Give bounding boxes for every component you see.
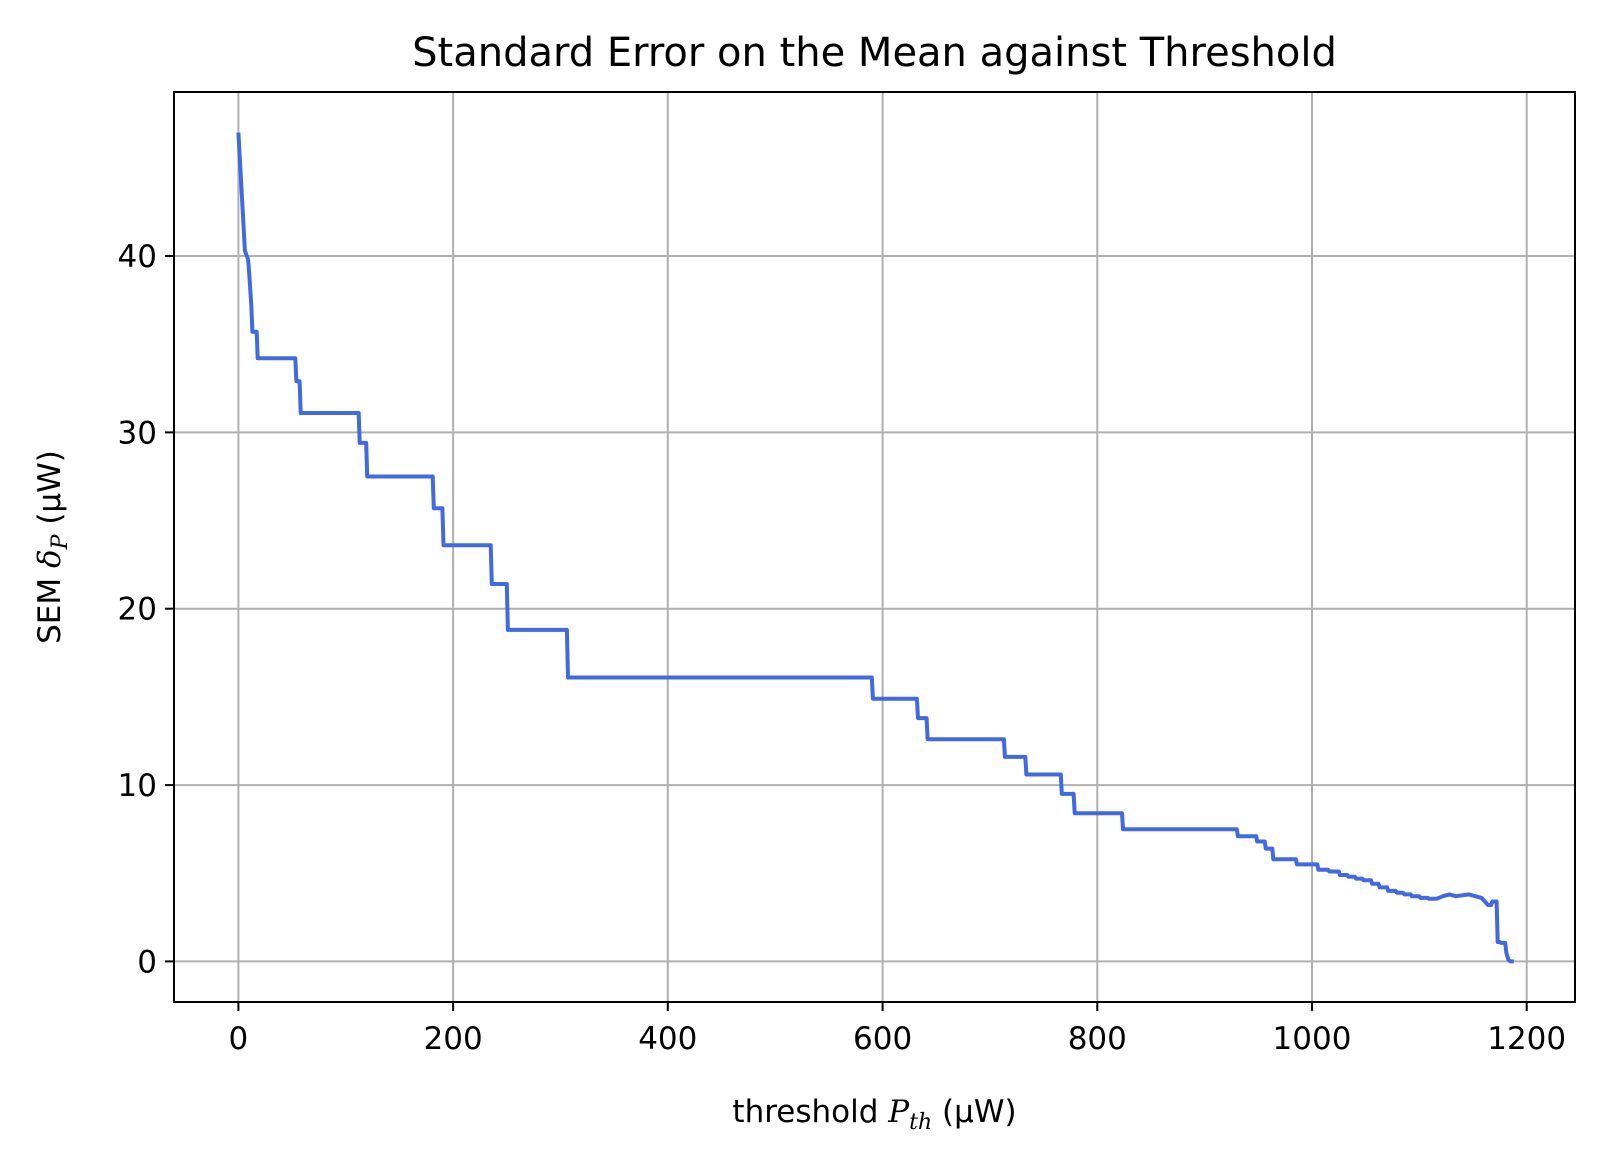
series-layer <box>236 132 1514 964</box>
y-axis-label-subscript: P <box>48 533 73 550</box>
y-tick-label: 10 <box>118 768 157 804</box>
x-axis-label-subscript: th <box>909 1110 932 1135</box>
y-axis-label-prefix: SEM <box>32 568 68 644</box>
ticks: 0 200 400 600 800 1000 1200 0 10 20 30 40 <box>118 239 1567 1057</box>
x-axis-label-prefix: threshold <box>732 1094 888 1130</box>
x-tick-label: 0 <box>229 1021 249 1057</box>
y-axis-label: SEM δP (μW) <box>32 450 73 644</box>
y-tick-label: 30 <box>118 415 157 451</box>
x-tick-label: 400 <box>638 1021 697 1057</box>
x-tick-label: 800 <box>1068 1021 1127 1057</box>
x-tick-label: 200 <box>424 1021 483 1057</box>
y-tick-label: 0 <box>137 944 157 980</box>
x-tick-label: 1000 <box>1273 1021 1352 1057</box>
y-tick-label: 20 <box>118 592 157 628</box>
plot-frame <box>173 91 1576 1003</box>
y-tick-label: 40 <box>118 239 157 275</box>
y-axis-label-symbol: δ <box>32 549 68 568</box>
y-axis-label-units: (μW) <box>32 450 68 534</box>
x-axis-label: threshold Pth (μW) <box>732 1094 1016 1135</box>
x-axis-label-units: (μW) <box>932 1094 1016 1130</box>
chart-title: Standard Error on the Mean against Thres… <box>412 30 1337 76</box>
x-tick-label: 1200 <box>1487 1021 1566 1057</box>
x-axis-label-symbol: P <box>887 1094 910 1130</box>
x-tick-label: 600 <box>853 1021 912 1057</box>
sem-series-line <box>236 132 1514 964</box>
